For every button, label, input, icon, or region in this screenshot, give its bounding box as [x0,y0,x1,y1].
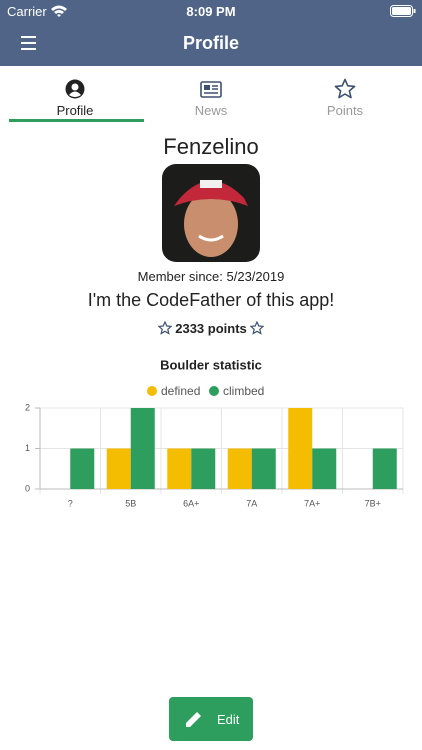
bar [130,408,155,489]
member-since: Member since: 5/23/2019 [137,269,285,284]
points: 2333 points [175,321,247,336]
tab-label: Profile [56,103,94,118]
carrier: Carrier [7,4,47,19]
bar [191,448,216,489]
edit-label: Edit [217,712,240,727]
bar [288,408,313,489]
tab-points[interactable]: Points [275,66,415,122]
x-tick-label: ? [68,498,73,508]
pencil-icon [186,712,201,727]
tab-icon [334,78,356,99]
x-tick-label: 5B [125,498,136,508]
tab-label: Points [326,103,364,118]
bar [372,448,397,489]
chart: Boulder statistic defined climbed 0 1 2? 5B 6A… [25,357,404,508]
legend-marker [147,386,157,396]
points-row: 2333 points [0,320,422,336]
y-tick-label: 1 [25,443,30,453]
tab-icon [200,81,222,98]
bar [227,448,252,489]
tab-indicator [9,119,144,122]
edit-button[interactable]: Edit [169,697,253,741]
x-tick-label: 7A+ [304,498,320,508]
legend-label: defined [161,384,200,398]
y-tick-label: 0 [25,483,30,493]
chart-title: Boulder statistic [160,357,262,372]
x-tick-label: 6A+ [183,498,199,508]
tab-news[interactable]: News [141,66,281,122]
y-tick-label: 2 [25,402,30,412]
bar [106,448,131,489]
bio: I'm the CodeFather of this app! [87,290,335,310]
bar [312,448,337,489]
x-tick-label: 7A [246,498,257,508]
legend-marker [209,386,219,396]
menu-button[interactable] [21,36,37,50]
header-title: Profile [182,33,239,53]
legend-label: climbed [223,384,264,398]
x-tick-label: 7B+ [365,498,381,508]
time: 8:09 PM [186,4,236,19]
tab-icon [65,79,85,99]
battery-icon [390,5,416,17]
star-icon [157,320,173,335]
tab-profile[interactable]: Profile [5,66,145,122]
avatar [162,164,260,262]
star-icon [249,320,265,335]
user-name: Fenzelino [163,134,259,159]
bar [251,448,276,489]
bar [167,448,192,489]
wifi-icon [51,5,67,17]
bar [70,448,95,489]
tab-label: News [194,103,228,118]
header: Carrier 8:09 PM Profile [0,0,422,66]
